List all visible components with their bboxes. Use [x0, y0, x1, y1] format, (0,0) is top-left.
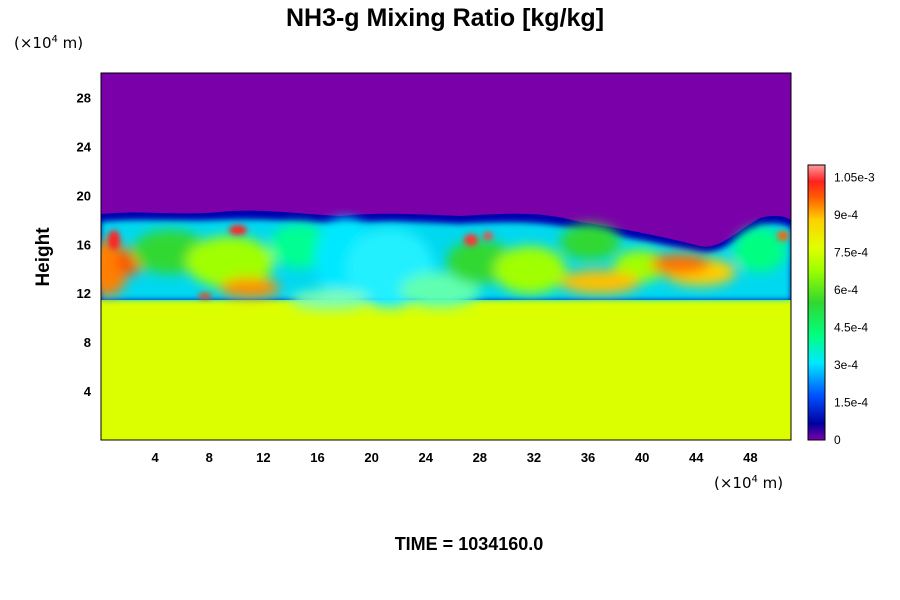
y-tick-label: 28: [77, 90, 91, 105]
plume-blob: [650, 254, 710, 274]
colorbar-tick-label: 1.05e-3: [834, 171, 875, 185]
x-tick-label: 12: [256, 450, 270, 465]
y-axis-label: Height: [33, 227, 54, 287]
hotspot-blob: [198, 293, 212, 299]
colorbar-tick-label: 7.5e-4: [834, 246, 868, 260]
colorbar-tick-label: 4.5e-4: [834, 321, 868, 335]
y-tick-label: 24: [77, 139, 92, 154]
x-tick-label: 40: [635, 450, 649, 465]
time-label: TIME = 1034160.0: [395, 534, 544, 554]
plot-frame: [100, 72, 792, 441]
plume-layer: [101, 218, 786, 310]
colorbar-ticks: 0 1.5e-4 3e-4 4.5e-4 6e-4 7.5e-4 9e-4 1.05e-3: [834, 171, 875, 448]
x-tick-label: 32: [527, 450, 541, 465]
plume-blob: [220, 278, 280, 298]
hotspot-layer: [108, 225, 789, 299]
x-tick-label: 8: [206, 450, 213, 465]
hotspot-blob: [483, 232, 493, 240]
y-tick-label: 12: [77, 286, 91, 301]
x-tick-label: 4: [152, 450, 160, 465]
colorbar-tick-label: 1.5e-4: [834, 396, 868, 410]
hotspot-blob: [777, 231, 789, 241]
y-axis-unit: (×104 m): [14, 34, 83, 52]
x-tick-label: 28: [473, 450, 487, 465]
plume-blob: [400, 272, 480, 308]
colorbar-tick-label: 6e-4: [834, 283, 858, 297]
x-tick-label: 20: [364, 450, 378, 465]
plume-blob: [734, 228, 786, 272]
colorbar: [807, 164, 826, 441]
plume-blob: [560, 224, 620, 260]
y-tick-label: 20: [77, 188, 91, 203]
colorbar-tick-label: 9e-4: [834, 208, 858, 222]
chart-title: NH3-g Mixing Ratio [kg/kg]: [286, 4, 604, 32]
colorbar-tick-label: 3e-4: [834, 358, 858, 372]
x-axis-unit: (×104 m): [714, 474, 783, 492]
x-tick-label: 36: [581, 450, 595, 465]
colorbar-tick-label: 0: [834, 433, 841, 447]
hotspot-blob: [464, 234, 478, 246]
plume-blob: [494, 246, 566, 294]
x-tick-label: 44: [689, 450, 704, 465]
x-ticks: 4 8 12 16 20 24 28 32 36 40 44 48: [152, 450, 758, 465]
y-tick-label: 16: [77, 237, 91, 252]
y-tick-label: 4: [84, 384, 92, 399]
plume-blob: [186, 236, 274, 288]
background-field: [101, 300, 791, 440]
plume-blob: [270, 224, 330, 268]
plume-blob: [560, 270, 640, 294]
hotspot-blob: [108, 230, 120, 250]
x-tick-label: 48: [743, 450, 757, 465]
plume-blob: [290, 290, 370, 310]
plot-area: [101, 73, 791, 440]
x-tick-label: 16: [310, 450, 324, 465]
y-tick-label: 8: [84, 335, 91, 350]
y-ticks: 4 8 12 16 20 24 28: [77, 90, 92, 399]
x-tick-label: 24: [418, 450, 433, 465]
hotspot-blob: [229, 225, 247, 235]
